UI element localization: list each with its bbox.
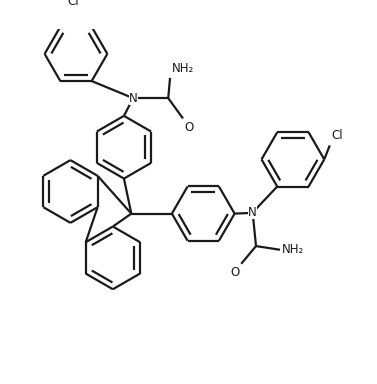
Text: NH₂: NH₂ [172, 62, 194, 75]
Text: N: N [248, 206, 257, 219]
Text: N: N [129, 92, 138, 105]
Text: O: O [185, 121, 194, 134]
Text: Cl: Cl [331, 129, 343, 142]
Text: O: O [230, 266, 239, 279]
Text: Cl: Cl [68, 0, 80, 8]
Text: NH₂: NH₂ [282, 243, 304, 256]
